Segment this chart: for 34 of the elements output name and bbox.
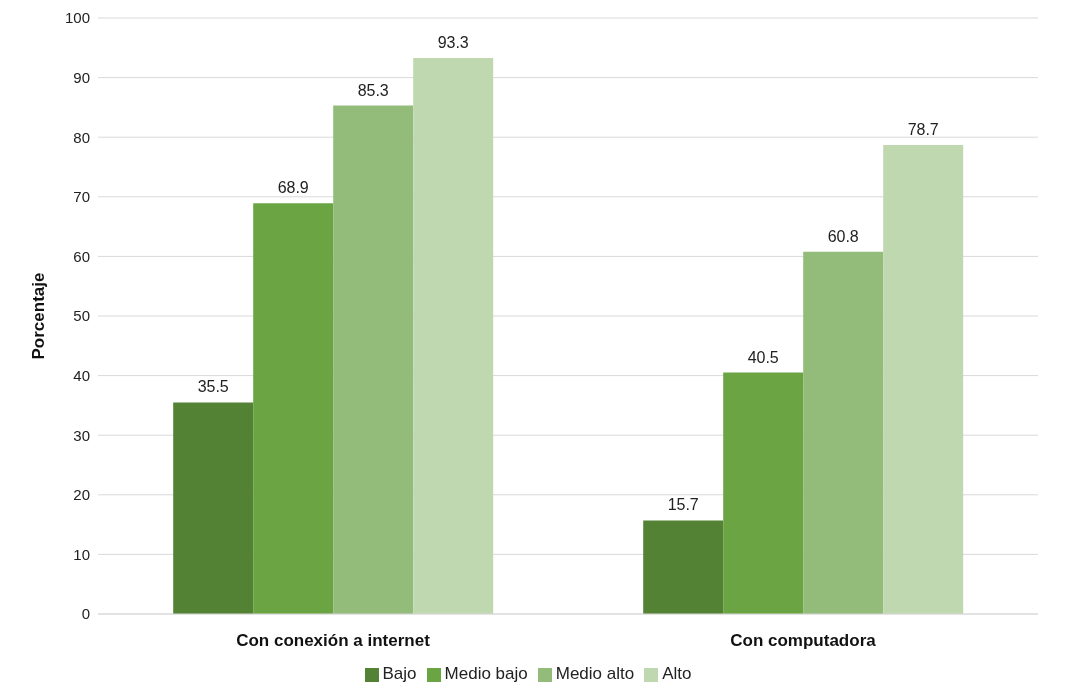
data-label: 60.8	[827, 227, 859, 245]
y-axis-title: Porcentaje	[29, 272, 49, 360]
data-label: 68.9	[277, 179, 309, 197]
legend-label: Medio alto	[555, 664, 635, 683]
legend-label: Medio bajo	[444, 664, 528, 683]
data-label: 85.3	[357, 81, 389, 99]
legend-label: Bajo	[382, 664, 417, 683]
y-tick-label: 50	[73, 307, 90, 325]
y-tick-label: 70	[73, 188, 90, 206]
bar	[883, 144, 964, 614]
data-label: 15.7	[667, 496, 699, 514]
y-tick-label: 10	[73, 545, 90, 563]
y-tick-label: 80	[73, 128, 90, 146]
y-tick-label: 0	[81, 605, 90, 623]
data-label: 35.5	[197, 378, 229, 396]
data-label: 93.3	[437, 33, 469, 51]
y-tick-label: 20	[73, 486, 90, 504]
bar	[643, 520, 724, 614]
data-label: 40.5	[747, 348, 779, 366]
bar	[803, 251, 884, 614]
x-tick-label: Con conexión a internet	[236, 631, 431, 651]
bar	[173, 402, 254, 614]
y-tick-label: 30	[73, 426, 90, 444]
y-tick-label: 100	[64, 9, 90, 27]
y-tick-label: 40	[73, 366, 90, 384]
y-tick-label: 90	[73, 68, 90, 86]
data-label: 78.7	[907, 120, 939, 138]
legend-label: Alto	[662, 664, 692, 683]
y-tick-label: 60	[73, 247, 90, 265]
bar	[333, 105, 414, 614]
bar	[253, 203, 334, 614]
x-tick-label: Con computadora	[730, 631, 877, 651]
bar	[723, 372, 804, 614]
bar	[413, 57, 494, 614]
